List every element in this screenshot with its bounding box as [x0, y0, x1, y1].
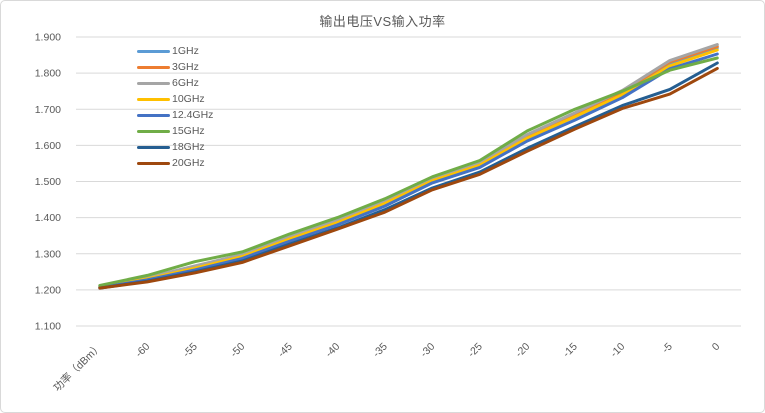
x-axis-tick-label: -55 [181, 341, 200, 360]
legend-label: 10GHz [172, 93, 205, 105]
legend: 1GHz 3GHz 6GHz 10GHz 12.4GHz 15GHz 18GHz 20GHz [137, 43, 213, 171]
series-line-20GHz[interactable] [98, 66, 719, 290]
x-axis-tick-label: -50 [228, 341, 247, 360]
x-axis-tick-label: 功率（dBm） [51, 340, 105, 394]
legend-label: 15GHz [172, 125, 205, 137]
legend-label: 6GHz [172, 77, 199, 89]
y-axis-tick-label: 1.200 [35, 284, 61, 296]
chart-title: 输出电压VS输入功率 [319, 14, 446, 29]
x-axis-tick-label: -20 [513, 341, 532, 360]
y-axis-tick-label: 1.300 [35, 248, 61, 260]
legend-line-swatch-icon [137, 97, 170, 101]
legend-line-swatch-icon [137, 65, 170, 69]
legend-label: 3GHz [172, 61, 199, 73]
series-line-12.4GHz[interactable] [98, 52, 719, 290]
y-axis-tick-label: 1.900 [35, 32, 61, 44]
x-axis-tick-label: -45 [276, 341, 295, 360]
x-axis-tick-label: -40 [323, 341, 342, 360]
y-axis-tick-label: 1.800 [35, 68, 61, 80]
legend-item-6GHz[interactable]: 6GHz [137, 75, 213, 91]
x-axis-tick-label: -35 [371, 341, 390, 360]
legend-item-1GHz[interactable]: 1GHz [137, 43, 213, 59]
legend-line-swatch-icon [137, 161, 170, 165]
legend-label: 18GHz [172, 141, 205, 153]
legend-line-swatch-icon [137, 81, 170, 85]
legend-label: 1GHz [172, 45, 199, 57]
legend-item-18GHz[interactable]: 18GHz [137, 139, 213, 155]
legend-line-swatch-icon [137, 113, 170, 117]
y-axis-tick-label: 1.600 [35, 140, 61, 152]
legend-item-12.4GHz[interactable]: 12.4GHz [137, 107, 213, 123]
series-line-10GHz[interactable] [98, 48, 719, 289]
x-axis-tick-label: -25 [466, 341, 485, 360]
x-axis-tick-label: -15 [561, 341, 580, 360]
legend-item-3GHz[interactable]: 3GHz [137, 59, 213, 75]
legend-line-swatch-icon [137, 145, 170, 149]
y-axis-tick-label: 1.500 [35, 176, 61, 188]
legend-label: 12.4GHz [172, 109, 214, 121]
legend-item-20GHz[interactable]: 20GHz [137, 155, 213, 171]
y-axis-tick-label: 1.700 [35, 104, 61, 116]
y-axis-tick-label: 1.400 [35, 212, 61, 224]
x-axis-tick-label: -60 [133, 341, 152, 360]
legend-item-10GHz[interactable]: 10GHz [137, 91, 213, 107]
series-line-15GHz[interactable] [98, 56, 719, 287]
x-axis-tick-label: -10 [608, 341, 627, 360]
x-axis-tick-label: -5 [660, 341, 675, 356]
legend-line-swatch-icon [137, 49, 170, 53]
x-axis-tick-label: 0 [710, 341, 723, 354]
x-axis-tick-label: -30 [418, 341, 437, 360]
legend-line-swatch-icon [137, 129, 170, 133]
legend-item-15GHz[interactable]: 15GHz [137, 123, 213, 139]
y-axis-tick-label: 1.100 [35, 321, 61, 333]
legend-label: 20GHz [172, 157, 205, 169]
